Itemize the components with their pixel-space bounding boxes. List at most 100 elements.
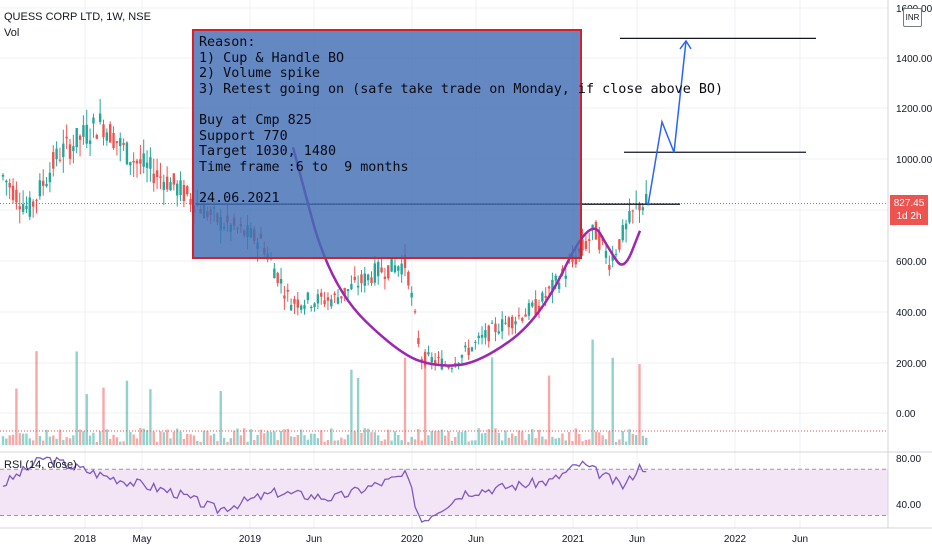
candle-body bbox=[296, 299, 299, 308]
volume-bar bbox=[222, 437, 226, 445]
volume-bar bbox=[366, 428, 370, 445]
candle-body bbox=[306, 292, 310, 301]
candle-body bbox=[52, 152, 55, 169]
volume-bar bbox=[109, 438, 112, 445]
candle-body bbox=[55, 148, 58, 160]
volume-bar bbox=[125, 380, 129, 445]
analysis-note: Reason: 1) Cup & Handle BO 2) Volume spike… bbox=[192, 29, 723, 259]
volume-bar bbox=[42, 440, 45, 445]
volume-bar bbox=[229, 438, 232, 445]
last-price: 827.45 bbox=[893, 198, 925, 209]
candle-body bbox=[293, 299, 296, 304]
volume-bar bbox=[65, 437, 68, 445]
volume-bar bbox=[477, 428, 480, 445]
volume-bar bbox=[484, 432, 487, 445]
note-line: Reason: bbox=[199, 35, 256, 50]
candle-body bbox=[42, 180, 45, 186]
candle-body bbox=[514, 321, 517, 325]
candle-body bbox=[447, 366, 450, 369]
volume-bar bbox=[155, 441, 159, 445]
candle-body bbox=[72, 146, 75, 152]
volume-bar bbox=[437, 430, 440, 445]
candle-body bbox=[135, 160, 139, 164]
volume-bar bbox=[206, 430, 209, 445]
volume-bar bbox=[219, 391, 222, 445]
volume-bar bbox=[172, 431, 176, 445]
volume-bar bbox=[356, 377, 360, 445]
volume-bar bbox=[326, 439, 330, 445]
volume-bar bbox=[95, 441, 98, 445]
candle-body bbox=[165, 176, 169, 190]
volume-bar bbox=[165, 429, 169, 445]
volume-bar bbox=[527, 433, 531, 445]
candle-body bbox=[313, 303, 316, 308]
volume-bar bbox=[62, 440, 65, 445]
volume-bar bbox=[82, 431, 85, 445]
candle-body bbox=[490, 322, 494, 324]
note-line bbox=[199, 97, 575, 113]
volume-bar bbox=[514, 436, 517, 445]
candle-body bbox=[497, 331, 500, 334]
rsi-label: RSI (14, close) bbox=[4, 459, 77, 471]
volume-bar bbox=[363, 428, 366, 445]
volume-bar bbox=[45, 429, 48, 445]
candle-body bbox=[149, 157, 152, 169]
candle-body bbox=[343, 287, 346, 296]
candle-body bbox=[534, 299, 537, 315]
volume-bar bbox=[129, 431, 132, 445]
candle-body bbox=[581, 239, 584, 251]
volume-bar bbox=[591, 339, 594, 445]
volume-bar bbox=[588, 439, 591, 445]
candle-body bbox=[88, 140, 92, 145]
candle-body bbox=[320, 292, 323, 297]
candle-body bbox=[48, 172, 52, 183]
price-tick-label: 200.00 bbox=[896, 359, 927, 370]
candle-body bbox=[109, 124, 112, 143]
volume-bar bbox=[333, 440, 336, 445]
candle-body bbox=[65, 136, 68, 139]
candle-body bbox=[457, 362, 460, 365]
volume-bar bbox=[159, 431, 162, 445]
volume-bar bbox=[551, 436, 554, 445]
candle-body bbox=[330, 299, 333, 307]
candle-body bbox=[531, 302, 534, 307]
volume-bar bbox=[645, 437, 648, 445]
volume-bar bbox=[119, 441, 122, 445]
candle-body bbox=[480, 334, 484, 338]
candle-body bbox=[400, 263, 403, 275]
candle-body bbox=[567, 261, 571, 263]
note-line: Buy at Cmp 825 bbox=[199, 112, 312, 128]
candle-body bbox=[618, 239, 621, 250]
candle-body bbox=[21, 204, 25, 212]
volume-bar bbox=[598, 432, 601, 445]
candle-body bbox=[484, 330, 487, 338]
candle-body bbox=[31, 201, 35, 207]
candle-body bbox=[78, 135, 82, 140]
volume-bar bbox=[18, 433, 21, 445]
candle-body bbox=[353, 276, 356, 281]
volume-bar bbox=[273, 431, 276, 445]
candle-body bbox=[377, 262, 380, 277]
candle-body bbox=[323, 300, 326, 305]
candle-body bbox=[551, 279, 554, 293]
volume-bar bbox=[186, 433, 189, 445]
candle-body bbox=[638, 203, 641, 211]
volume-bar bbox=[594, 431, 598, 445]
volume-bar bbox=[387, 429, 390, 445]
volume-bar bbox=[397, 435, 400, 445]
currency-badge[interactable]: INR bbox=[903, 8, 922, 27]
volume-bar bbox=[192, 435, 196, 445]
volume-bar bbox=[521, 431, 524, 445]
volume-bar bbox=[72, 435, 75, 445]
volume-bar bbox=[444, 435, 447, 445]
candle-body bbox=[112, 133, 115, 149]
volume-bar bbox=[259, 429, 263, 445]
candle-body bbox=[346, 289, 350, 292]
candle-body bbox=[450, 368, 454, 370]
volume-bar bbox=[497, 432, 500, 445]
candle-body bbox=[621, 225, 624, 241]
volume-bar bbox=[212, 433, 216, 445]
candle-body bbox=[326, 297, 330, 301]
volume-bar bbox=[427, 435, 430, 445]
candle-body bbox=[611, 254, 614, 261]
